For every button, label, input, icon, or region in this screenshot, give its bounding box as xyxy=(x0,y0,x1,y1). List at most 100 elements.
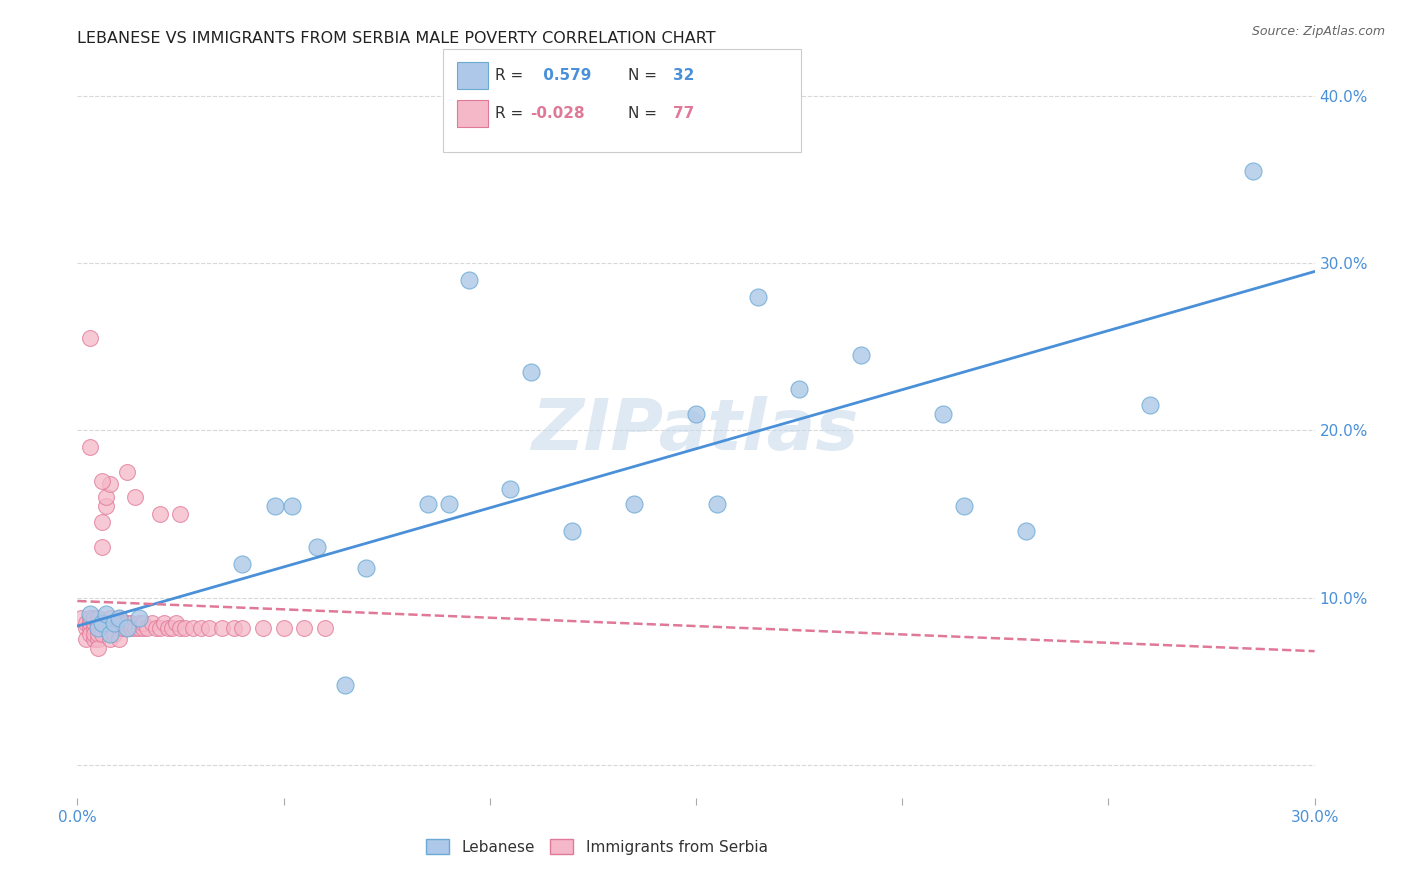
Point xyxy=(354,560,377,574)
Legend: Lebanese, Immigrants from Serbia: Lebanese, Immigrants from Serbia xyxy=(420,832,773,861)
Point xyxy=(87,615,110,630)
Point xyxy=(153,615,176,630)
Point xyxy=(87,632,110,647)
Point xyxy=(103,615,125,630)
Point xyxy=(107,610,129,624)
Point xyxy=(499,482,522,496)
Point xyxy=(932,407,955,421)
Point xyxy=(520,365,543,379)
Point xyxy=(706,497,728,511)
Point xyxy=(79,440,101,454)
Point xyxy=(70,610,93,624)
Point xyxy=(211,621,233,635)
Point xyxy=(75,632,97,647)
Point xyxy=(83,632,105,647)
Point xyxy=(136,621,159,635)
Point xyxy=(96,499,118,513)
Point xyxy=(111,621,134,635)
Point xyxy=(231,557,253,571)
Point xyxy=(281,499,304,513)
Point xyxy=(747,289,769,303)
Point xyxy=(107,615,129,630)
Point xyxy=(87,621,110,635)
Point xyxy=(87,640,110,655)
Point xyxy=(561,524,583,538)
Point xyxy=(222,621,245,635)
Point xyxy=(120,621,142,635)
Point xyxy=(87,627,110,641)
Point xyxy=(115,621,138,635)
Point xyxy=(169,621,191,635)
Point xyxy=(107,610,129,624)
Point xyxy=(75,621,97,635)
Point xyxy=(91,615,114,630)
Text: R =: R = xyxy=(495,106,523,120)
Point xyxy=(181,621,204,635)
Point xyxy=(623,497,645,511)
Point xyxy=(79,607,101,622)
Point xyxy=(98,632,121,647)
Point xyxy=(79,615,101,630)
Text: -0.028: -0.028 xyxy=(530,106,585,120)
Point xyxy=(98,476,121,491)
Point xyxy=(132,615,155,630)
Point xyxy=(96,615,118,630)
Text: N =: N = xyxy=(628,69,658,83)
Point xyxy=(1015,524,1038,538)
Point xyxy=(305,541,328,555)
Point xyxy=(96,607,118,622)
Point xyxy=(103,621,125,635)
Point xyxy=(169,507,191,521)
Point xyxy=(83,621,105,635)
Point xyxy=(91,627,114,641)
Point xyxy=(292,621,315,635)
Point xyxy=(115,615,138,630)
Point xyxy=(128,610,150,624)
Point xyxy=(252,621,274,635)
Point xyxy=(437,497,460,511)
Point xyxy=(849,348,872,362)
Point xyxy=(124,621,146,635)
Text: Source: ZipAtlas.com: Source: ZipAtlas.com xyxy=(1251,25,1385,38)
Point xyxy=(149,621,172,635)
Point xyxy=(124,490,146,504)
Point xyxy=(1139,398,1161,412)
Point xyxy=(79,331,101,345)
Point xyxy=(79,610,101,624)
Point xyxy=(145,621,167,635)
Point xyxy=(91,474,114,488)
Point xyxy=(96,621,118,635)
Point xyxy=(141,615,163,630)
Point xyxy=(98,610,121,624)
Point xyxy=(120,615,142,630)
Point xyxy=(1241,164,1264,178)
Point xyxy=(314,621,336,635)
Point xyxy=(79,627,101,641)
Point xyxy=(787,382,810,396)
Text: N =: N = xyxy=(628,106,658,120)
Point xyxy=(685,407,707,421)
Text: 77: 77 xyxy=(673,106,695,120)
Point xyxy=(458,273,481,287)
Point xyxy=(96,490,118,504)
Point xyxy=(157,621,180,635)
Point xyxy=(83,627,105,641)
Point xyxy=(953,499,976,513)
Point xyxy=(91,541,114,555)
Point xyxy=(83,615,105,630)
Point xyxy=(173,621,195,635)
Point xyxy=(335,678,357,692)
Point xyxy=(190,621,212,635)
Point xyxy=(79,621,101,635)
Point xyxy=(107,632,129,647)
Point xyxy=(98,621,121,635)
Point xyxy=(98,615,121,630)
Text: 32: 32 xyxy=(673,69,695,83)
Text: 0.579: 0.579 xyxy=(538,69,592,83)
Point xyxy=(98,627,121,641)
Point xyxy=(83,610,105,624)
Text: LEBANESE VS IMMIGRANTS FROM SERBIA MALE POVERTY CORRELATION CHART: LEBANESE VS IMMIGRANTS FROM SERBIA MALE … xyxy=(77,31,716,46)
Point xyxy=(149,507,172,521)
Point xyxy=(115,621,138,635)
Point xyxy=(87,610,110,624)
